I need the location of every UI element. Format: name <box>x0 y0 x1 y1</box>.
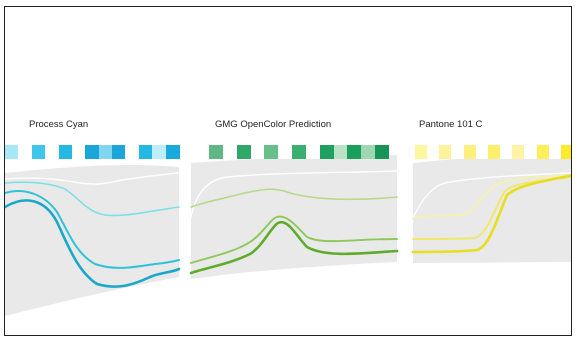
color-swatch <box>152 145 167 159</box>
curve-medium <box>5 190 180 269</box>
color-swatch <box>548 145 562 159</box>
curve-dark <box>189 220 399 275</box>
panel-pantone-curves <box>411 172 571 254</box>
curve-light <box>190 188 398 208</box>
color-swatch <box>18 145 33 159</box>
color-swatch <box>347 145 362 159</box>
illustration-frame: Process Cyan GMG OpenColor Prediction Pa… <box>4 6 572 336</box>
color-swatch <box>250 145 265 159</box>
curve-reference <box>412 172 571 219</box>
spectral-curves-illustration <box>5 152 571 316</box>
color-swatch <box>125 145 140 159</box>
curve-reference <box>190 170 398 218</box>
color-swatch <box>487 145 501 159</box>
curve-dark <box>5 199 181 288</box>
panel-gmg-bg <box>191 155 397 279</box>
color-swatch <box>31 145 46 159</box>
color-swatch <box>85 145 100 159</box>
curve-medium <box>190 215 398 264</box>
color-swatch <box>451 145 465 159</box>
color-swatch <box>45 145 60 159</box>
curve-reference <box>5 172 180 185</box>
color-swatch <box>222 145 237 159</box>
color-swatch <box>333 145 348 159</box>
color-swatch <box>475 145 489 159</box>
color-swatch <box>264 145 279 159</box>
color-swatch <box>58 145 73 159</box>
color-swatch <box>463 145 477 159</box>
curve-dark <box>411 174 571 254</box>
color-swatch <box>305 145 320 159</box>
color-swatch <box>278 145 293 159</box>
color-swatch <box>427 145 441 159</box>
panel-label-process-cyan: Process Cyan <box>29 119 89 130</box>
panel-label-pantone-101c: Pantone 101 C <box>419 119 483 130</box>
color-swatch <box>375 145 390 159</box>
curve-light <box>5 181 180 217</box>
panel-label-gmg-opencolor: GMG OpenColor Prediction <box>215 119 332 130</box>
color-swatch <box>236 145 251 159</box>
panel-pantone-bg <box>413 152 571 263</box>
color-swatch <box>98 145 113 159</box>
color-swatch <box>112 145 127 159</box>
panel-gmg-curves <box>189 170 399 275</box>
panel-process-cyan-bg <box>5 164 179 316</box>
color-swatch <box>165 145 180 159</box>
panel-process-cyan-curves <box>5 172 181 288</box>
color-swatch <box>500 145 514 159</box>
color-swatch <box>560 145 571 159</box>
color-swatch <box>209 145 223 159</box>
color-swatch <box>439 145 453 159</box>
swatch-strip-gmg-opencolor <box>209 145 390 159</box>
swatch-strip-pantone-101c <box>415 145 571 159</box>
color-swatch <box>71 145 86 159</box>
color-swatch <box>138 145 153 159</box>
color-swatch <box>319 145 334 159</box>
curve-light <box>412 174 571 219</box>
color-swatch <box>415 145 428 159</box>
color-swatch <box>524 145 538 159</box>
color-swatch <box>5 145 19 159</box>
swatch-strip-process-cyan <box>5 145 180 159</box>
color-swatch <box>512 145 526 159</box>
color-swatch <box>361 145 376 159</box>
color-swatch <box>536 145 550 159</box>
curve-medium <box>412 176 571 240</box>
color-swatch <box>292 145 307 159</box>
